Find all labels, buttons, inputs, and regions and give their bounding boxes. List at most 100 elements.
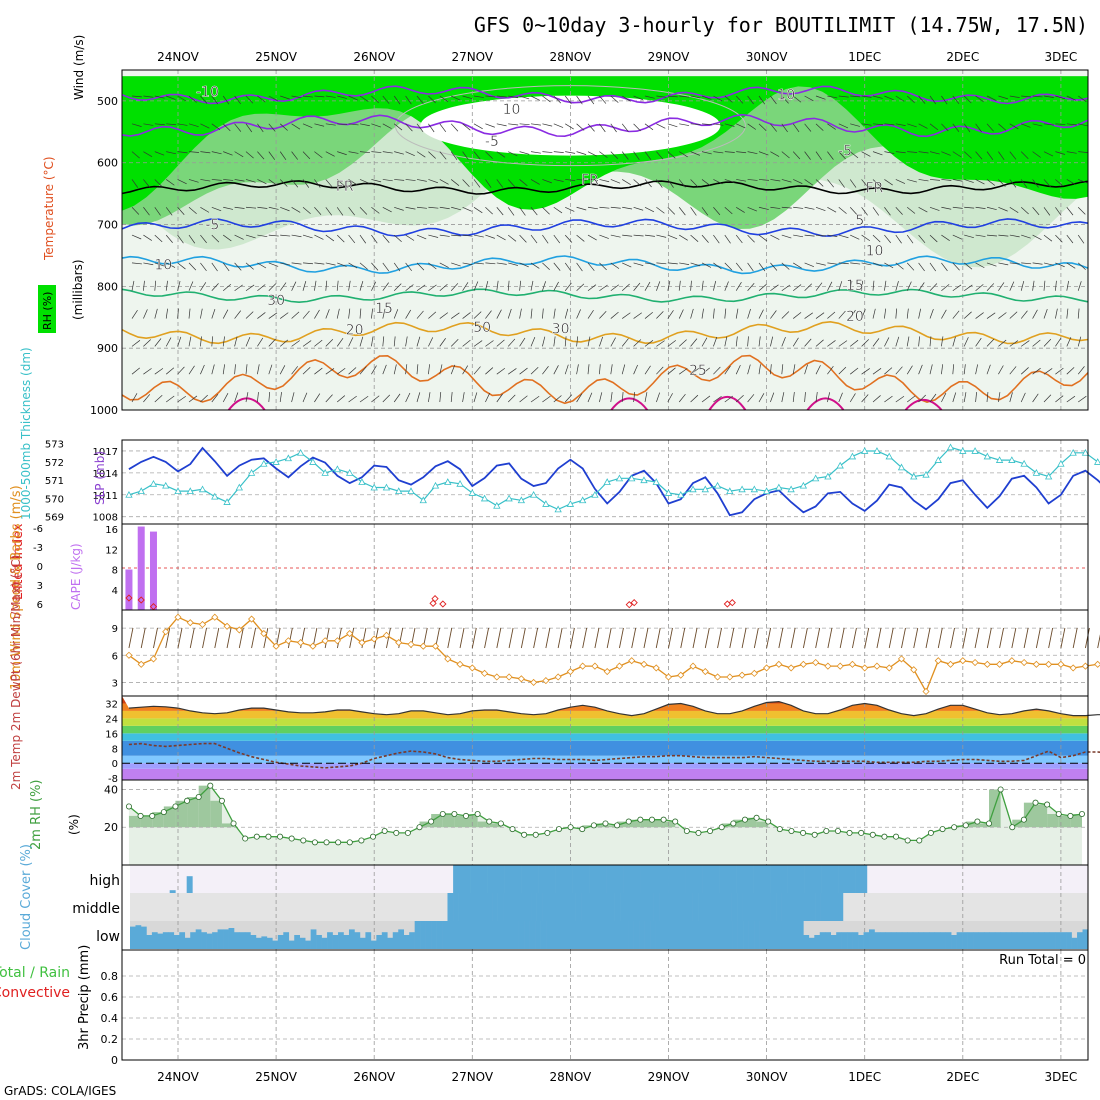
wind-barb: [359, 262, 368, 270]
wind-barb: [792, 284, 802, 292]
cloud-cover-bar: [475, 865, 482, 893]
cloud-cover-bar: [370, 940, 377, 949]
wind-barb: [188, 336, 192, 347]
wind-barb: [975, 151, 983, 160]
rh2m-marker: [509, 826, 516, 833]
wind-speed-marker: [787, 664, 795, 672]
wind-barb: [1043, 262, 1054, 266]
wind-barb: [325, 394, 333, 403]
wind-barb: [849, 151, 859, 159]
temperature-color-band: [122, 763, 1088, 769]
rh2m-marker: [614, 822, 621, 829]
wind-barb: [644, 179, 652, 188]
wind-barb: [393, 283, 402, 291]
thickness-marker: [885, 452, 893, 460]
wind-barb: [359, 234, 367, 244]
wind-barb: [804, 283, 812, 291]
wind-speed-marker: [934, 657, 942, 665]
wind-barb: [314, 367, 323, 375]
wind-barb: [177, 234, 184, 244]
wind-barb: [850, 262, 861, 265]
thickness-marker: [444, 478, 452, 485]
wind-barb: [849, 207, 858, 215]
cloud-cover-bar: [469, 921, 476, 949]
thickness-marker: [480, 494, 489, 502]
wind-barb: [986, 151, 994, 160]
wind-barb: [143, 280, 145, 291]
wind-barb: [553, 234, 561, 244]
cloud-cover-bar: [814, 935, 821, 949]
cloud-cover-bar: [973, 932, 979, 949]
wind-barb: [143, 123, 154, 126]
rh2m-marker: [218, 797, 225, 804]
wind-barb: [576, 393, 583, 403]
thickness-marker: [934, 456, 942, 463]
wind-barb: [1055, 262, 1065, 268]
temperature-color-band: [122, 740, 1088, 756]
wind-barb: [621, 312, 631, 319]
cloud-cover-bar: [614, 893, 621, 921]
wind-barb: [382, 262, 390, 272]
cloud-cover-bar: [573, 921, 580, 949]
wind-barb: [519, 151, 530, 155]
wind-barb: [325, 123, 336, 126]
thickness-marker: [1044, 472, 1053, 480]
wind-barb: [599, 284, 608, 292]
credit-label: GrADS: COLA/IGES: [4, 1084, 116, 1098]
wind-barb: [519, 367, 528, 375]
wind-barb: [861, 123, 872, 126]
wind-barb: [1055, 179, 1064, 187]
thickness-marker: [701, 485, 709, 493]
thickness-marker: [186, 487, 194, 495]
wind-barb: [245, 337, 251, 347]
wind-barb: [667, 262, 678, 265]
wind-barb: [154, 395, 163, 403]
cloud-cover-bar: [713, 865, 720, 893]
wind-barb: [1009, 151, 1017, 160]
wind-barb: [610, 179, 621, 184]
wind-barb: [770, 123, 777, 132]
wind-barb: [234, 151, 244, 158]
isotherm-label: -5: [205, 218, 219, 234]
wind-barb: [530, 95, 541, 101]
wind-barb: [861, 368, 870, 375]
wind-barb: [701, 337, 708, 347]
rh2m-marker: [486, 818, 493, 825]
wind-barb: [519, 207, 526, 216]
wind-speed-marker: [517, 675, 525, 683]
wind-barb: [667, 123, 678, 128]
wind-barb: [884, 179, 893, 186]
rh-high-fill: [477, 821, 490, 828]
wind-barb: [884, 207, 891, 216]
thickness-marker: [517, 496, 526, 504]
wind-barb: [405, 95, 412, 105]
wind-barb-10m: [876, 627, 882, 649]
wind-barb: [724, 336, 728, 347]
wind-barb: [986, 392, 989, 403]
cloud-cover-bar: [691, 865, 698, 893]
pressure-tick: 900: [97, 342, 118, 355]
wind-barb: [177, 308, 179, 319]
wind-speed-marker: [1045, 660, 1053, 668]
cloud-cover-bar: [978, 932, 985, 949]
cloud-cover-bar: [453, 865, 460, 893]
wind-barb: [382, 234, 390, 243]
cloud-cover-bar: [912, 932, 919, 949]
cloud-cover-bar: [709, 893, 716, 921]
wind-barb: [302, 392, 308, 403]
wind-barb: [302, 234, 313, 239]
wind-barb: [701, 234, 709, 243]
wind-barb: [747, 282, 755, 291]
wind-barb: [975, 364, 978, 375]
wind-barb: [496, 309, 502, 319]
thickness-marker: [811, 474, 820, 482]
wind-barb: [462, 365, 469, 375]
wind-barb: [587, 151, 598, 157]
wind-barb-10m: [839, 627, 845, 649]
wind-barb: [371, 365, 377, 375]
wind-barb: [553, 308, 556, 319]
isotherm-30: [904, 398, 943, 411]
cloud-cover-bar: [549, 865, 556, 893]
wind-barb: [462, 179, 470, 188]
rh-high-fill: [756, 821, 769, 828]
